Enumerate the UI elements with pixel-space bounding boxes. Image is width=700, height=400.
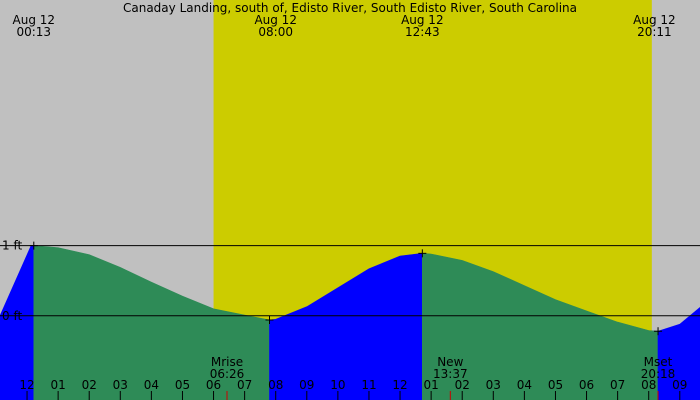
hour-tick-label: 11: [361, 378, 376, 392]
hour-tick-label: 09: [299, 378, 314, 392]
reference-lines: 1 ft 0 ft: [0, 239, 700, 323]
hour-tick-label: 10: [330, 378, 345, 392]
top-date-label: Aug 12: [633, 13, 676, 27]
hour-tick-label: 07: [610, 378, 625, 392]
hour-ticks: 1120102030405060708091011120102030405060…: [19, 378, 687, 400]
event-label: Mset: [644, 355, 673, 369]
hour-tick-label: 01: [50, 378, 65, 392]
top-time-label: 20:11: [637, 25, 672, 39]
tide-area-layer: [0, 245, 700, 400]
hour-tick-label: 07: [237, 378, 252, 392]
event-time: 13:37: [433, 367, 468, 381]
top-date-label: Aug 12: [13, 13, 56, 27]
hour-tick-label: 08: [268, 378, 283, 392]
top-time-label: 00:13: [16, 25, 51, 39]
event-time: 20:18: [641, 367, 676, 381]
hour-tick-label: 12: [392, 378, 407, 392]
event-label: New: [437, 355, 463, 369]
reference-line-label: 0 ft: [2, 309, 22, 323]
extreme-markers: [29, 241, 663, 336]
hour-tick-label: 02: [455, 378, 470, 392]
hour-tick-label: 04: [517, 378, 532, 392]
hour-tick-label: 04: [144, 378, 159, 392]
hour-tick-label: 08: [641, 378, 656, 392]
hour-tick-label: 01: [423, 378, 438, 392]
hour-tick-label: 03: [486, 378, 501, 392]
event-time: 06:26: [210, 367, 245, 381]
hour-tick-label: 03: [113, 378, 128, 392]
hour-tick-label: 09: [672, 378, 687, 392]
hour-tick-label: 06: [206, 378, 221, 392]
top-date-label: Aug 12: [254, 13, 297, 27]
hour-tick-label: 05: [175, 378, 190, 392]
chart-title: Canaday Landing, south of, Edisto River,…: [123, 1, 577, 15]
hour-tick-label: 02: [82, 378, 97, 392]
hour-tick-label: 06: [579, 378, 594, 392]
event-label: Mrise: [211, 355, 243, 369]
top-time-label: 12:43: [405, 25, 440, 39]
top-date-label: Aug 12: [401, 13, 444, 27]
hour-tick-label: 12: [19, 378, 34, 392]
top-time-label: 08:00: [258, 25, 293, 39]
reference-line-label: 1 ft: [2, 239, 22, 253]
hour-tick-label: 05: [548, 378, 563, 392]
